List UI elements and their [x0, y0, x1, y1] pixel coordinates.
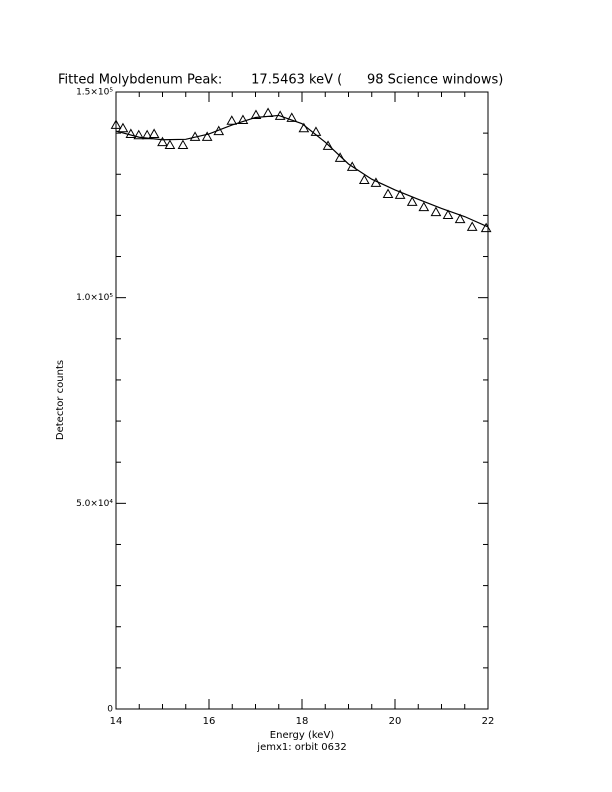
data-point — [133, 129, 145, 140]
data-point — [480, 222, 492, 233]
data-point — [110, 119, 122, 129]
data-point — [177, 139, 189, 150]
x-tick-label: 14 — [110, 716, 123, 727]
subtitle: jemx1: orbit 0632 — [256, 742, 346, 753]
data-point — [141, 129, 153, 140]
data-point — [237, 114, 249, 124]
data-point — [442, 209, 454, 219]
data-point — [148, 128, 160, 138]
data-point — [454, 213, 466, 224]
data-point — [164, 139, 176, 150]
y-tick-label: 1.0×10⁵ — [76, 293, 113, 303]
x-tick-label: 20 — [389, 716, 402, 727]
data-point — [358, 174, 370, 185]
x-tick-label: 18 — [296, 716, 309, 727]
data-point — [286, 112, 298, 122]
data-point — [382, 188, 394, 199]
data-point — [157, 136, 168, 147]
y-tick-label: 1.5×10⁵ — [76, 88, 113, 98]
data-point — [226, 115, 238, 125]
data-point — [406, 196, 418, 206]
data-point — [394, 189, 406, 199]
y-tick-label: 5.0×10⁴ — [76, 499, 113, 509]
y-axis-label: Detector counts — [55, 360, 66, 440]
data-point — [466, 221, 478, 231]
data-point — [418, 201, 430, 212]
x-tick-label: 22 — [482, 716, 495, 727]
chart-title: Fitted Molybdenum Peak: 17.5463 keV ( 98… — [58, 73, 503, 88]
data-point — [201, 131, 213, 141]
data-point — [346, 161, 358, 171]
data-point — [125, 128, 137, 138]
data-point — [334, 152, 346, 162]
x-tick-label: 16 — [203, 716, 216, 727]
x-axis-label: Energy (keV) — [270, 730, 335, 741]
data-point — [322, 140, 334, 150]
data-point — [250, 109, 262, 120]
y-tick-label: 0 — [107, 705, 113, 715]
fit-line — [115, 114, 489, 228]
data-point — [430, 206, 442, 217]
data-point — [117, 122, 129, 133]
